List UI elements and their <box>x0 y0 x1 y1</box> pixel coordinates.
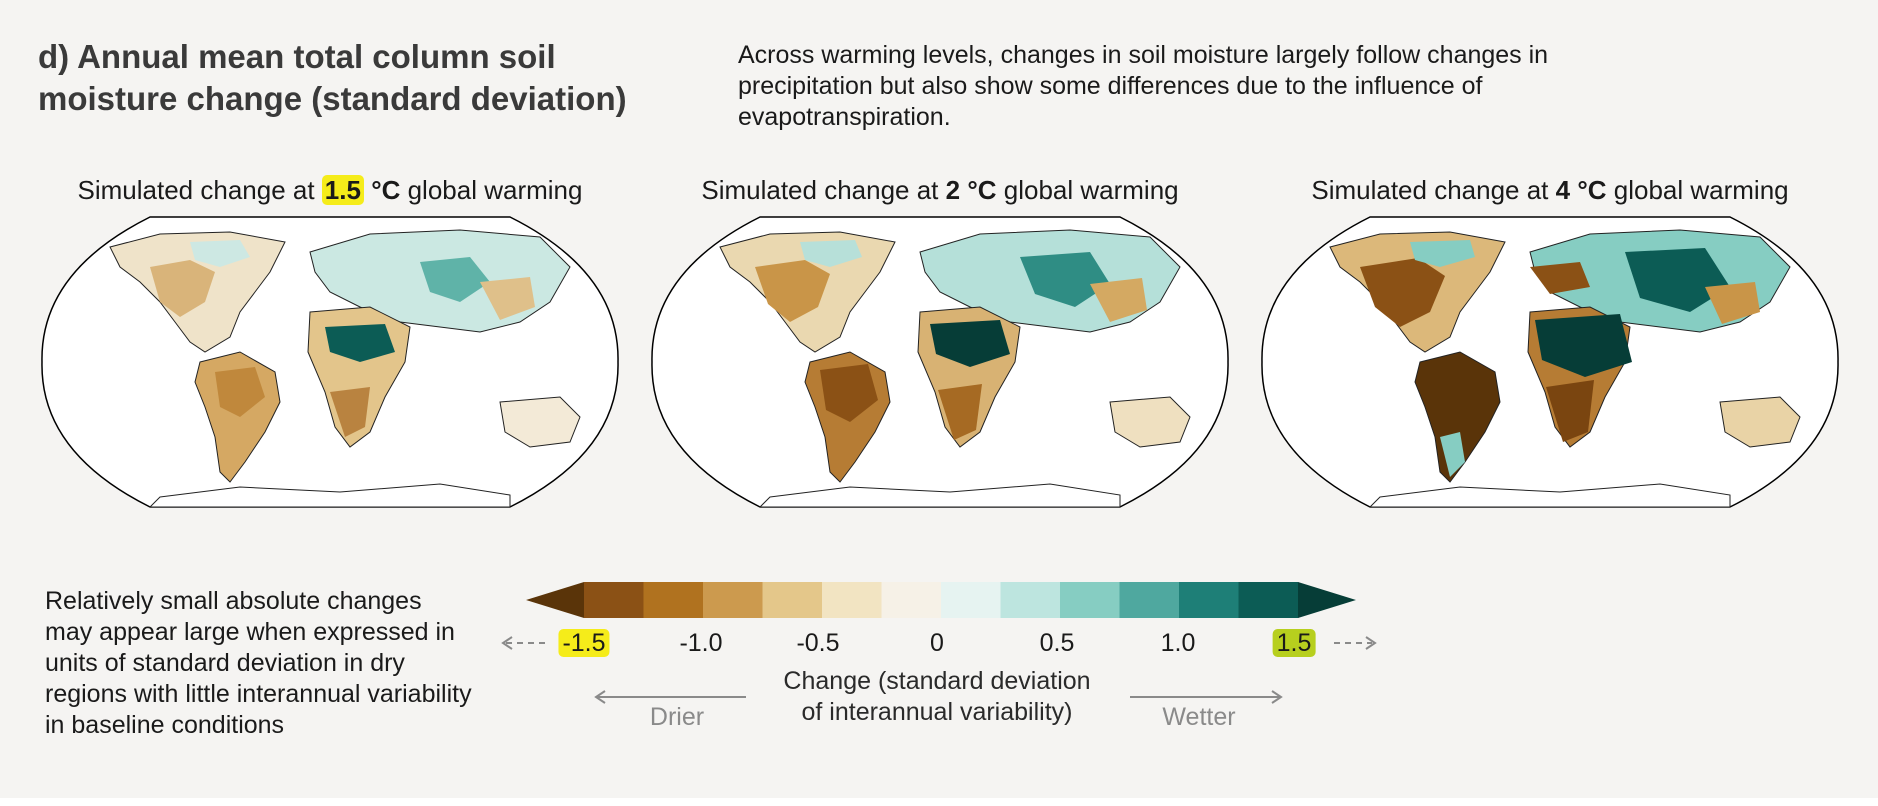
mediterranean-dry <box>1530 262 1590 294</box>
world-map-2 <box>651 216 1229 508</box>
asia-dry-zone <box>1705 282 1760 324</box>
tick-minus-1-0: -1.0 <box>679 629 723 657</box>
drier-label: Drier <box>649 703 705 731</box>
asia-wet-zone <box>420 257 490 302</box>
na-dry-zone <box>755 260 830 322</box>
colorbar-swatch <box>881 582 942 618</box>
colorbar-extend-high <box>1298 582 1356 618</box>
map-level: 2 <box>945 175 961 205</box>
antarctica <box>758 483 1121 508</box>
map-label-1-5: Simulated change at 1.5 °C global warmin… <box>40 172 620 208</box>
tick-plus-1-0: 1.0 <box>1160 629 1196 657</box>
tick-plus-0-5: 0.5 <box>1039 629 1075 657</box>
map-label-prefix: Simulated change at <box>77 175 322 205</box>
colorbar-label-line1: Change (standard deviation <box>783 667 1091 695</box>
colorbar-swatch <box>822 582 882 618</box>
asia-dry-zone <box>1090 278 1147 322</box>
tick-plus-1-5: 1.5 <box>1272 628 1316 658</box>
colorbar <box>526 582 1356 618</box>
map-label-prefix: Simulated change at <box>1311 175 1556 205</box>
colorbar-extend-low <box>526 582 584 618</box>
na-wet-zone <box>190 240 250 267</box>
south-africa-dry <box>938 384 982 440</box>
australia <box>1109 396 1191 448</box>
colorbar-swatch <box>1060 582 1120 618</box>
sahel-wet-zone <box>325 324 395 362</box>
colorbar-swatch <box>1238 582 1299 618</box>
asia-wet-zone <box>1020 252 1110 307</box>
south-america <box>1414 351 1501 483</box>
map-level-unit: °C <box>967 175 997 205</box>
sa-dry-core <box>820 364 878 422</box>
map-label-suffix: global warming <box>400 175 583 205</box>
tick-minus-0-5: -0.5 <box>796 629 840 657</box>
figure-title: d) Annual mean total column soil moistur… <box>38 38 627 117</box>
wetter-arrowhead-icon <box>1271 690 1283 704</box>
colorbar-label: Change (standard deviation of interannua… <box>757 666 1117 728</box>
sa-wet-zone <box>1440 432 1465 477</box>
colorbar-swatch <box>1179 582 1239 618</box>
antarctica <box>148 483 511 508</box>
arrowhead-right-icon <box>1365 636 1377 650</box>
map-level-unit: °C <box>371 175 401 205</box>
map-label-prefix: Simulated change at <box>701 175 946 205</box>
map-label-suffix: global warming <box>1606 175 1789 205</box>
asia-dry-zone <box>480 277 535 320</box>
tick-label-highlight: -1.5 <box>558 629 610 657</box>
antarctica <box>1368 483 1731 508</box>
colorbar-swatch <box>762 582 823 618</box>
world-map-1-5 <box>41 216 619 508</box>
world-map-4 <box>1261 216 1839 508</box>
colorbar-label-line2: of interannual variability) <box>801 698 1073 726</box>
colorbar-swatch <box>941 582 1001 618</box>
tick-minus-1-5: -1.5 <box>558 628 610 658</box>
map-level-highlight: 1.5 <box>321 175 364 205</box>
na-dry-zone <box>1360 258 1445 327</box>
colorbar-swatch <box>1119 582 1180 618</box>
map-label-4: Simulated change at 4 °C global warming <box>1260 172 1840 208</box>
map-label-2: Simulated change at 2 °C global warming <box>650 172 1230 208</box>
australia <box>1719 396 1801 448</box>
south-africa-dry <box>1546 380 1594 442</box>
interpretation-note: Relatively small absolute changes may ap… <box>45 587 472 739</box>
sa-dry-core <box>215 367 265 417</box>
map-level-unit: °C <box>1577 175 1607 205</box>
map-label-suffix: global warming <box>996 175 1179 205</box>
na-wet-zone <box>800 240 862 267</box>
map-level: 4 <box>1555 175 1571 205</box>
tick-zero: 0 <box>930 629 944 657</box>
arrowhead-left-icon <box>501 636 513 650</box>
south-africa-dry <box>330 387 370 437</box>
colorbar-swatch <box>643 582 704 618</box>
sahel-wet-zone <box>930 320 1010 367</box>
sahel-wet-zone <box>1535 314 1632 377</box>
na-dry-zone <box>150 260 215 317</box>
colorbar-swatch <box>1000 582 1061 618</box>
na-wet-zone <box>1410 240 1475 267</box>
tick-label-highlight: 1.5 <box>1272 629 1316 657</box>
australia <box>499 396 581 448</box>
colorbar-swatch <box>584 582 644 618</box>
colorbar-swatch <box>703 582 763 618</box>
intro-text: Across warming levels, changes in soil m… <box>738 41 1549 131</box>
asia-wet-zone <box>1625 248 1730 312</box>
wetter-label: Wetter <box>1162 703 1236 731</box>
drier-arrowhead-icon <box>594 690 606 704</box>
colorbar-swatches <box>526 582 1356 618</box>
